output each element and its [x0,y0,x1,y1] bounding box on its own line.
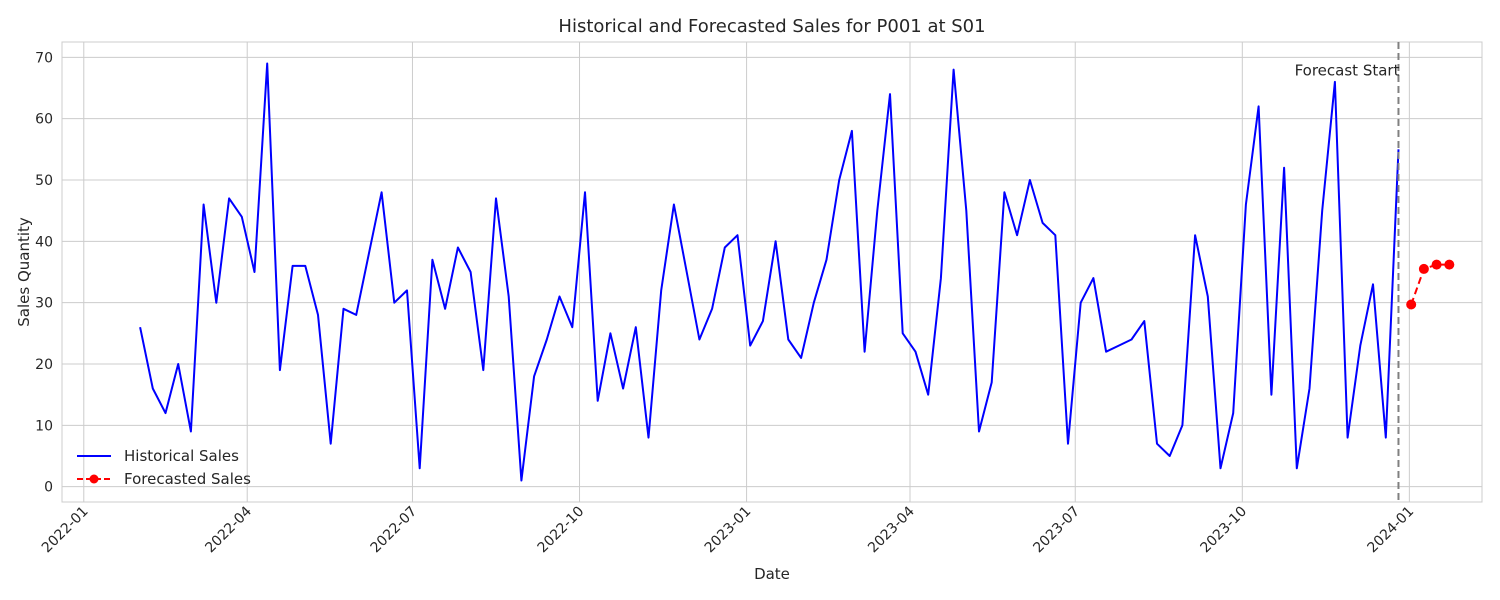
legend-forecast-marker [89,474,99,484]
series-layer [139,62,1455,482]
forecast-start-line-group: Forecast Start [1295,42,1400,502]
y-tick-label: 30 [35,296,53,312]
forecast-point [1444,259,1455,270]
legend-historical-label: Historical Sales [124,447,239,465]
x-tick-label: 2022-01 [39,504,92,557]
x-tick-label: 2023-07 [1030,504,1083,557]
y-tick-label: 0 [44,480,53,496]
x-tick-label: 2022-10 [535,504,588,557]
x-tick-label: 2023-01 [702,504,755,557]
historical-sales-line [139,62,1400,482]
forecast-start-label: Forecast Start [1295,62,1400,80]
x-axis-label: Date [754,565,790,583]
y-tick-label: 40 [35,234,53,250]
forecast-point [1406,299,1417,310]
legend: Historical Sales Forecasted Sales [77,447,251,488]
y-tick-label: 60 [35,112,53,128]
x-tick-label: 2022-07 [368,504,421,557]
legend-forecast-label: Forecasted Sales [124,470,251,488]
forecast-point [1431,259,1442,270]
y-tick-label: 10 [35,418,53,434]
y-tick-label: 50 [35,173,53,189]
y-axis-label: Sales Quantity [15,217,33,327]
x-tick-label: 2024-01 [1365,504,1418,557]
x-tick-label: 2022-04 [202,503,255,556]
y-tick-label: 20 [35,357,53,373]
x-tick-label: 2023-10 [1197,504,1250,557]
forecast-point [1418,263,1429,274]
x-tick-label: 2023-04 [865,503,918,556]
chart-title: Historical and Forecasted Sales for P001… [558,16,985,37]
y-tick-label: 70 [35,50,53,66]
grid [62,42,1482,502]
plot-frame [61,41,1483,503]
forecasted-sales-line [1410,263,1450,305]
